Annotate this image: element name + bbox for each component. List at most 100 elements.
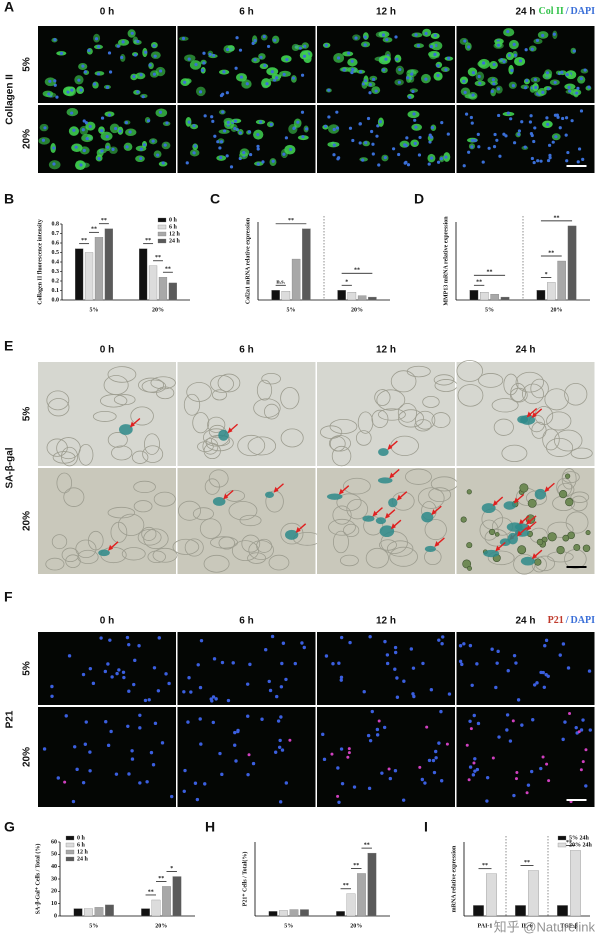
arrow-head <box>516 530 522 537</box>
nucleus <box>198 717 202 721</box>
p21-signal <box>418 765 422 769</box>
nucleus <box>496 43 501 47</box>
bar <box>141 908 150 917</box>
cell-outline <box>336 493 362 512</box>
cell-outline <box>405 468 432 485</box>
nucleus <box>194 62 198 67</box>
p21-signal <box>336 794 340 798</box>
stain-name: P21 <box>548 615 564 626</box>
nucleus <box>47 92 51 96</box>
panel-label: G <box>4 819 15 835</box>
nucleus <box>83 70 88 74</box>
nucleus <box>496 87 501 91</box>
nucleus <box>185 161 189 165</box>
nucleus <box>533 78 537 82</box>
nucleus <box>245 682 250 686</box>
cell-outline <box>546 411 572 431</box>
nucleus <box>581 157 585 162</box>
nucleus <box>182 789 186 794</box>
nucleus <box>193 781 198 785</box>
cell-outline <box>397 403 418 423</box>
nucleus <box>332 127 336 132</box>
nucleus <box>285 58 289 62</box>
nucleus <box>84 720 88 724</box>
nucleus <box>525 78 529 83</box>
nucleus <box>539 766 543 771</box>
nucleus <box>476 721 481 726</box>
granule <box>565 497 574 507</box>
nucleus <box>385 653 390 657</box>
nucleus <box>539 670 543 675</box>
legend-label: 24 h <box>77 856 89 862</box>
cell-outline <box>141 526 157 541</box>
bar <box>528 870 539 917</box>
cell-outline <box>152 547 178 563</box>
nucleus <box>236 729 240 734</box>
legend-swatch <box>157 217 167 223</box>
nucleus <box>339 635 344 640</box>
nucleus <box>371 152 375 156</box>
nucleus <box>139 156 143 161</box>
nucleus <box>198 90 203 94</box>
nucleus <box>418 135 422 140</box>
cell-outline <box>570 491 590 503</box>
bar <box>536 290 546 301</box>
nucleus <box>524 48 528 52</box>
nucleus <box>67 654 72 658</box>
nucleus <box>532 683 537 687</box>
nucleus <box>372 77 376 81</box>
bar <box>84 252 94 301</box>
nucleus <box>432 770 437 775</box>
nucleus <box>219 156 223 160</box>
nucleus <box>410 72 414 76</box>
nucleus <box>137 644 141 648</box>
stain-separator: / <box>565 615 569 626</box>
micrograph-background <box>456 707 595 807</box>
nucleus <box>267 679 271 684</box>
nucleus <box>434 749 438 754</box>
bar <box>500 296 510 301</box>
nucleus <box>332 143 336 147</box>
nucleus <box>531 718 535 722</box>
nucleus <box>548 153 552 157</box>
granule <box>460 516 467 523</box>
y-tick-label: 0.2 <box>52 278 60 284</box>
nucleus <box>384 57 388 61</box>
nucleus <box>485 775 490 780</box>
bar <box>357 295 367 301</box>
cell-outline <box>478 373 504 388</box>
cell-outline <box>77 549 99 565</box>
nucleus <box>529 769 534 774</box>
micrograph <box>317 362 458 467</box>
cell-outline <box>92 411 117 422</box>
nucleus <box>233 743 237 747</box>
nucleus <box>280 661 284 666</box>
nucleus <box>395 676 399 680</box>
arrow-head <box>526 411 532 418</box>
micrograph-background <box>38 468 176 574</box>
nucleus <box>546 87 550 91</box>
nucleus <box>48 79 52 83</box>
nucleus <box>371 142 375 146</box>
cell-outline <box>239 514 262 527</box>
nucleus <box>366 116 371 121</box>
nucleus <box>377 163 381 167</box>
nucleus <box>164 672 168 676</box>
nucleus <box>275 694 279 699</box>
nucleus <box>151 139 155 143</box>
nucleus <box>120 55 124 60</box>
nucleus <box>471 71 476 75</box>
cell-outline <box>113 394 136 406</box>
nucleus <box>491 78 495 82</box>
cell-outline <box>75 539 97 558</box>
nucleus <box>429 688 434 692</box>
p21-signal <box>545 762 549 766</box>
nucleus <box>121 40 125 44</box>
x-tick-label: 20% <box>152 307 164 313</box>
nucleus <box>512 653 517 658</box>
arrow-head <box>108 544 114 551</box>
nucleus <box>414 33 418 37</box>
nucleus <box>50 684 54 689</box>
nucleus <box>383 155 387 160</box>
nucleus <box>471 93 475 97</box>
